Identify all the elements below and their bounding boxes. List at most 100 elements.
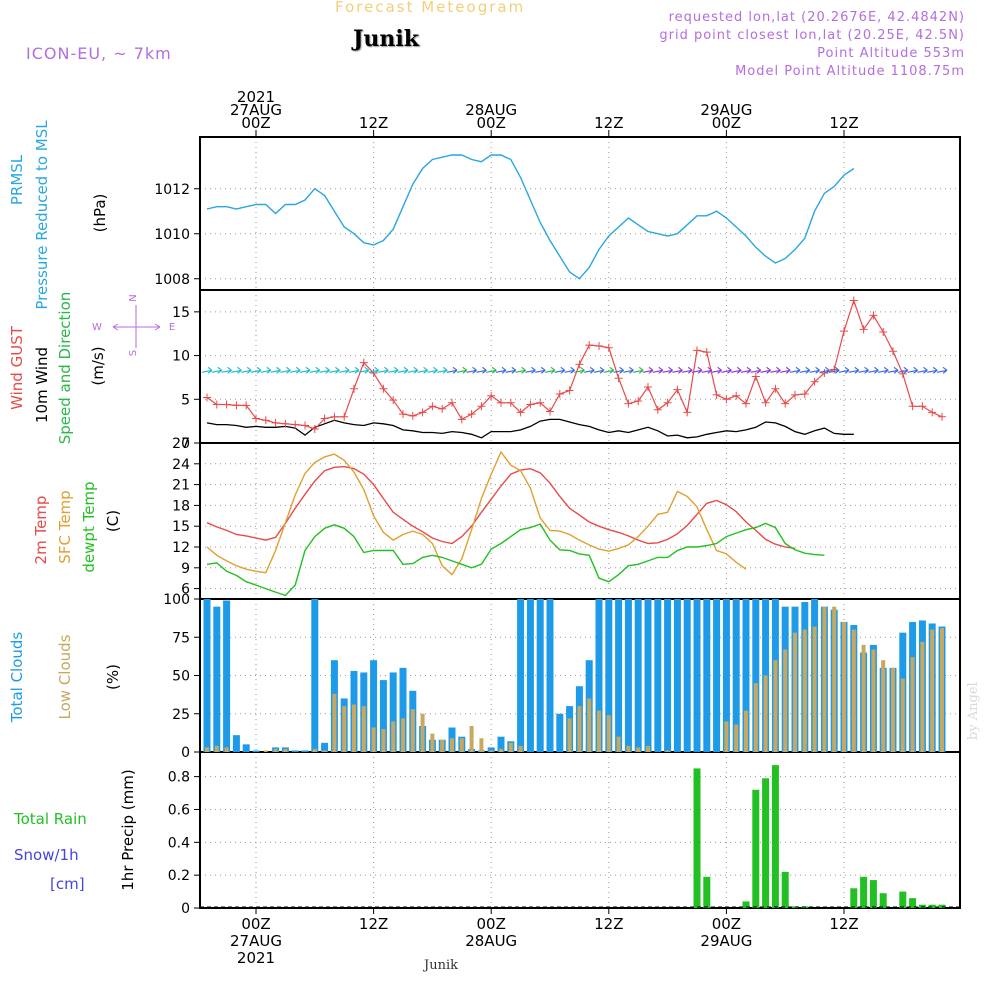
total-clouds-label: Total Clouds [8,632,26,724]
low-clouds-bar [724,721,729,752]
wind-gust-point [751,372,760,381]
total-clouds-bar [644,599,652,752]
wind-direction-arrow [290,366,301,374]
temp-frame [199,442,961,600]
total-clouds-bar [487,747,495,752]
low-clouds-bar [508,742,513,752]
wind-frame [199,289,961,444]
rain-bar [899,891,907,908]
wind-direction-arrow [319,366,330,374]
pressure-ytick-label: 1010 [154,227,190,243]
low-clouds-bar [910,657,915,752]
bottom-axis-label: 2021 [237,949,275,967]
wind-direction-arrow [348,366,360,374]
wind-direction-arrow [682,366,693,374]
wind-gust-point [350,384,358,393]
wind-gust-point [565,386,574,395]
wind-direction-arrow [397,366,409,374]
low-clouds-bar [783,649,788,752]
wind-direction-arrow [819,366,830,374]
low-clouds-bar [744,710,748,752]
low-clouds-bar [518,745,523,752]
wind-direction-arrow [466,366,477,374]
wind-direction-arrow [770,366,781,374]
wind-direction-arrow [662,366,673,374]
wind-gust-point [673,385,682,394]
total-clouds-bar [321,742,329,752]
requested-coords: requested lon,lat (20.2676E, 42.4842N) [668,10,965,25]
wind-direction-arrow [388,366,399,374]
wind-gust-point [281,419,290,428]
wind-direction-arrow [535,366,546,374]
compass-s-label: S [128,350,139,356]
wind-direction-arrow [789,366,801,374]
low-clouds-bar [263,750,268,752]
low-clouds-bar [224,747,229,752]
low-clouds-bar [832,606,837,752]
wind-direction-arrow [672,366,683,374]
precip-ytick-label: 0.8 [168,770,190,786]
wind-gust-point [634,397,643,406]
wind-gust-point [918,402,927,411]
wind-gust-point [340,412,349,421]
low-clouds-bar [616,736,621,752]
wind-gust-point [555,390,564,399]
wind-direction-arrow [437,366,448,374]
top-axis-label: 00Z [712,114,741,132]
wind-gust-point [683,408,692,417]
wind-direction-arrow [623,366,634,374]
low-clouds-bar [567,718,572,752]
temp-unit-label: (C) [104,510,122,532]
model-altitude: Model Point Altitude 1108.75m [735,64,965,79]
wind-direction-arrow [721,366,732,374]
wind-gust-point [732,391,741,400]
low-clouds-bar [450,738,454,752]
temp-ytick-label: 6 [181,582,190,598]
low-clouds-bar [920,641,925,752]
wind-gust-point [889,347,897,356]
wind-gust-series-line [206,298,943,430]
wind-direction-arrow [917,366,928,374]
wind-speed-series-line [206,418,854,439]
wind-gust-point [389,396,398,405]
wind-gust-point [604,343,613,352]
wind-gust-point [408,411,417,420]
rain-bar [693,768,701,908]
wind-gust-point [693,346,701,355]
clouds-unit-label: (%) [104,664,122,690]
low-clouds-bar [577,706,582,752]
wind-direction-arrow [201,366,213,374]
temp-ytick-label: 12 [172,540,190,556]
total-clouds-bar [732,599,740,752]
low-clouds-bar [636,747,641,752]
wind-direction-arrow [260,366,272,374]
total-clouds-bar [664,599,672,752]
low-clouds-bar [802,629,807,752]
precip-ytick-label: 0.2 [168,868,190,884]
total-clouds-bar [389,672,397,752]
rain-bar [771,765,779,908]
pressure-label: PRMSL [8,154,26,205]
wind-gust-point [232,401,241,410]
clouds-ytick-label: 0 [181,745,190,761]
wind-gust-point [301,421,309,430]
rain-bar [781,871,789,908]
wind-direction-arrow [633,366,644,374]
temp-sfc-series-line [206,450,747,576]
low-clouds-bar [499,748,503,752]
total-clouds-bar [301,750,309,752]
total-clouds-bar [654,599,662,752]
total-clouds-bar [683,599,691,752]
total-clouds-bar [399,667,407,752]
wind-gust-point [938,412,946,421]
pressure-label-full: Pressure Reduced to MSL [33,120,51,310]
compass-n-label: N [128,294,139,301]
wind-gust-point [614,374,623,383]
low-clouds-bar [646,745,650,752]
wind-gust-point [830,365,839,374]
temp-2m-series-line [206,465,796,550]
wind-gust-point [663,398,672,407]
total-clouds-bar [242,744,250,752]
wind-direction-arrow [280,366,291,374]
low-clouds-bar [626,745,631,752]
